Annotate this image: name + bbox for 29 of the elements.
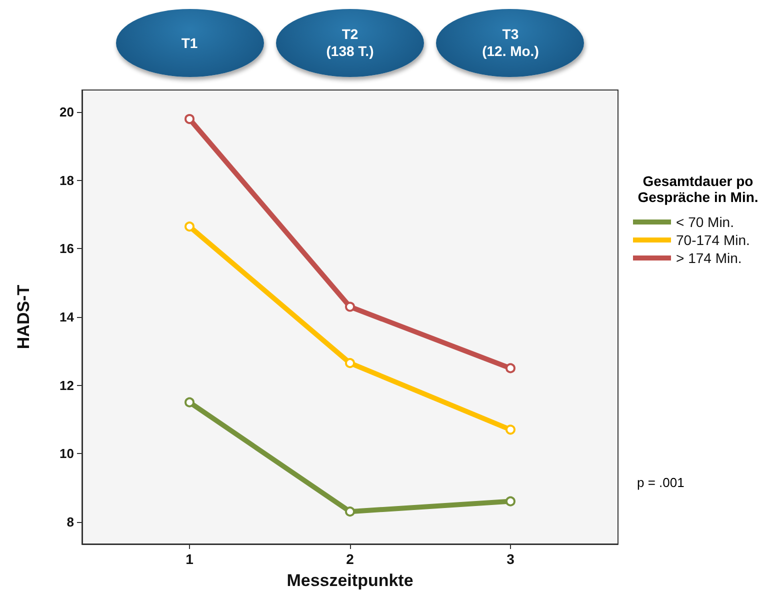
point (345, 358, 355, 368)
point (184, 397, 195, 408)
point (505, 496, 516, 506)
point (345, 302, 355, 312)
text: p = .001 (637, 475, 684, 490)
y-tick-label: 8 (66, 514, 74, 530)
x-tick-label: 2 (346, 551, 354, 567)
y-tick-label: 18 (60, 172, 74, 188)
legend-label: < 70 Min. (676, 214, 734, 230)
point (505, 424, 516, 435)
text: T3 (12. Mo.) (481, 26, 540, 60)
x-axis-title: Messzeitpunkte (286, 571, 414, 590)
y-tick-label: 14 (60, 310, 75, 324)
legend-label: 70-174 Min. (676, 232, 750, 248)
y-axis-title: HADS-T (14, 284, 33, 350)
text: T2 (138 T.) (325, 26, 375, 60)
y-tick-label: 20 (60, 104, 74, 120)
point (345, 506, 355, 517)
x-tick-label: 1 (186, 551, 194, 567)
legend-label: > 174 Min. (676, 250, 742, 266)
y-tick-label: 12 (60, 378, 74, 393)
x-tick-label: 3 (506, 551, 515, 567)
point (184, 222, 195, 232)
point (184, 114, 195, 124)
point (505, 363, 516, 374)
y-tick-label: 16 (60, 241, 74, 256)
text: T1 (180, 34, 199, 52)
legend-title: Gesamtdauer po Gespräche in Min. (636, 173, 760, 205)
y-tick-label: 10 (60, 446, 74, 462)
